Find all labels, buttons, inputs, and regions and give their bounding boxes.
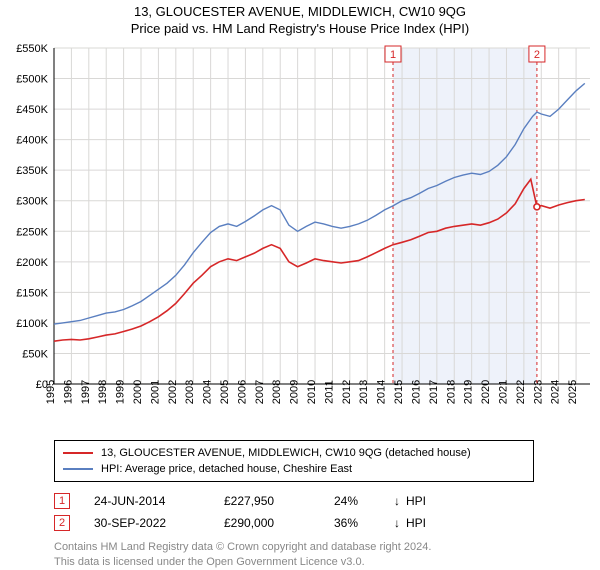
x-tick-label: 2010 <box>306 380 318 404</box>
chart-title-main: 13, GLOUCESTER AVENUE, MIDDLEWICH, CW10 … <box>0 4 600 19</box>
x-tick-label: 2001 <box>149 380 161 404</box>
x-tick-label: 2000 <box>132 380 144 404</box>
line-chart-svg: £0£50K£100K£150K£200K£250K£300K£350K£400… <box>0 36 600 436</box>
y-tick-label: £100K <box>16 318 48 330</box>
x-tick-label: 2016 <box>410 380 422 404</box>
sale-hpi-label: HPI <box>406 516 436 530</box>
y-tick-label: £300K <box>16 196 48 208</box>
x-tick-label: 2012 <box>341 380 353 404</box>
x-tick-label: 2018 <box>445 380 457 404</box>
attribution-text: Contains HM Land Registry data © Crown c… <box>54 540 564 570</box>
y-tick-label: £200K <box>16 257 48 269</box>
final-sale-point <box>534 204 540 210</box>
sale-hpi-label: HPI <box>406 494 436 508</box>
sale-row-marker: 1 <box>54 493 70 509</box>
x-tick-label: 2024 <box>550 380 562 404</box>
sale-marker-number: 1 <box>390 49 396 61</box>
x-tick-label: 2019 <box>463 380 475 404</box>
legend-item: HPI: Average price, detached house, Ches… <box>63 461 525 477</box>
x-tick-label: 2008 <box>271 380 283 404</box>
sale-price: £227,950 <box>224 494 334 508</box>
y-tick-label: £500K <box>16 74 48 86</box>
sale-row: 1 24-JUN-2014£227,95024%↓HPI <box>54 490 554 512</box>
sale-price: £290,000 <box>224 516 334 530</box>
sale-row-marker: 2 <box>54 515 70 531</box>
x-tick-label: 2025 <box>567 380 579 404</box>
chart-container: 13, GLOUCESTER AVENUE, MIDDLEWICH, CW10 … <box>0 0 600 560</box>
y-tick-label: £400K <box>16 135 48 147</box>
y-tick-label: £550K <box>16 43 48 55</box>
x-tick-label: 2023 <box>532 380 544 404</box>
x-tick-label: 1999 <box>115 380 127 404</box>
chart-legend: 13, GLOUCESTER AVENUE, MIDDLEWICH, CW10 … <box>54 440 534 482</box>
sale-marker-number: 2 <box>534 49 540 61</box>
sale-diff: 24% <box>334 494 394 508</box>
legend-item: 13, GLOUCESTER AVENUE, MIDDLEWICH, CW10 … <box>63 445 525 461</box>
y-tick-label: £50K <box>22 348 48 360</box>
x-tick-label: 2013 <box>358 380 370 404</box>
x-tick-label: 2005 <box>219 380 231 404</box>
attribution-line-1: Contains HM Land Registry data © Crown c… <box>54 540 564 555</box>
x-tick-label: 1995 <box>45 380 57 404</box>
legend-label: HPI: Average price, detached house, Ches… <box>101 463 352 475</box>
attribution-line-2: This data is licensed under the Open Gov… <box>54 555 564 570</box>
x-tick-label: 2014 <box>376 380 388 404</box>
x-tick-label: 2015 <box>393 380 405 404</box>
sale-date: 30-SEP-2022 <box>94 516 224 530</box>
shaded-sale-period <box>393 48 537 384</box>
chart-title-sub: Price paid vs. HM Land Registry's House … <box>0 21 600 36</box>
sale-events-table: 1 24-JUN-2014£227,95024%↓HPI 2 30-SEP-2022£… <box>54 490 554 534</box>
x-tick-label: 2009 <box>289 380 301 404</box>
x-tick-label: 1996 <box>62 380 74 404</box>
x-tick-label: 2003 <box>184 380 196 404</box>
x-tick-label: 2006 <box>236 380 248 404</box>
x-tick-label: 1998 <box>97 380 109 404</box>
legend-swatch <box>63 452 93 454</box>
sale-row: 2 30-SEP-2022£290,00036%↓HPI <box>54 512 554 534</box>
legend-label: 13, GLOUCESTER AVENUE, MIDDLEWICH, CW10 … <box>101 447 471 459</box>
down-arrow-icon: ↓ <box>394 494 406 508</box>
chart-titles: 13, GLOUCESTER AVENUE, MIDDLEWICH, CW10 … <box>0 0 600 36</box>
x-tick-label: 2002 <box>167 380 179 404</box>
y-tick-label: £250K <box>16 226 48 238</box>
sale-date: 24-JUN-2014 <box>94 494 224 508</box>
x-tick-label: 2017 <box>428 380 440 404</box>
x-tick-label: 2007 <box>254 380 266 404</box>
down-arrow-icon: ↓ <box>394 516 406 530</box>
y-tick-label: £350K <box>16 165 48 177</box>
sale-diff: 36% <box>334 516 394 530</box>
x-tick-label: 2022 <box>515 380 527 404</box>
x-tick-label: 2021 <box>497 380 509 404</box>
chart-plot-area: £0£50K£100K£150K£200K£250K£300K£350K£400… <box>0 36 600 436</box>
y-tick-label: £450K <box>16 104 48 116</box>
x-tick-label: 1997 <box>80 380 92 404</box>
x-tick-label: 2004 <box>202 380 214 404</box>
legend-swatch <box>63 468 93 470</box>
y-tick-label: £150K <box>16 287 48 299</box>
x-tick-label: 2020 <box>480 380 492 404</box>
